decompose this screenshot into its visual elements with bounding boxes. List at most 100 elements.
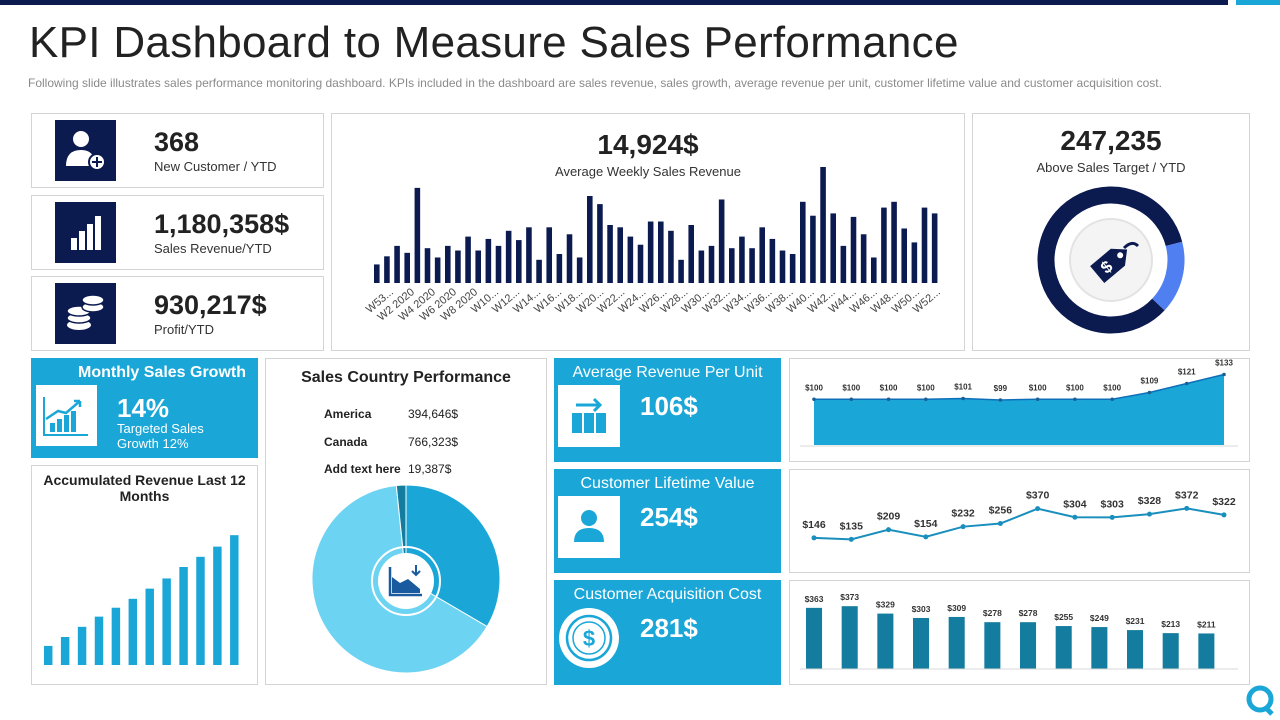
weekly-bar [475, 250, 482, 283]
donut-segment [1037, 186, 1183, 334]
arpu-data-label: $100 [1066, 383, 1084, 392]
weekly-bar [597, 204, 603, 283]
bar-chart-icon [55, 202, 116, 263]
cac-data-label: $303 [912, 604, 931, 614]
arpu-data-label: $100 [1103, 383, 1121, 392]
arpu-data-label: $109 [1141, 377, 1159, 386]
price-tag-icon: $ [1090, 241, 1140, 283]
clv-point [1109, 514, 1115, 520]
new-customer-label: New Customer / YTD [154, 159, 277, 174]
weekly-bar [546, 227, 553, 283]
country-name: America [324, 407, 372, 421]
kpi-card-new-customer: 368 New Customer / YTD [31, 113, 324, 188]
accumulated-bar [213, 546, 222, 665]
weekly-bar [536, 259, 542, 283]
arpu-point [1184, 381, 1189, 386]
weekly-bar [526, 227, 532, 283]
weekly-bar [759, 227, 766, 283]
weekly-bar [424, 248, 431, 283]
accumulated-bar [196, 556, 205, 665]
weekly-bar [434, 257, 441, 283]
cac-bar [984, 622, 1001, 669]
arpu-point [1110, 397, 1114, 402]
weekly-bar [820, 167, 826, 283]
coins-icon [55, 283, 116, 344]
cac-value: 281$ [640, 613, 698, 643]
sales-revenue-value: 1,180,358$ [154, 209, 290, 239]
dollar-coin-icon: $ [558, 607, 620, 669]
accumulated-revenue-chart [44, 535, 239, 665]
weekly-bar [455, 250, 461, 283]
clv-point [811, 535, 817, 541]
cac-data-label: $249 [1090, 613, 1109, 623]
cac-data-label: $278 [1019, 608, 1038, 618]
arpu-line [814, 373, 1225, 401]
monthly-growth-title: Monthly Sales Growth [77, 364, 246, 381]
country-value: 766,323$ [408, 435, 459, 449]
cac-trend-card: $363 $373 $329 $303 $309 $278 $278 $255 $249 $231… [789, 580, 1250, 685]
clv-data-label: $256 [989, 505, 1013, 517]
accumulated-bar [162, 578, 171, 665]
clv-data-label: $232 [951, 508, 975, 520]
kpi-card-profit: 930,217$ Profit/YTD [31, 276, 324, 351]
weekly-bar [891, 201, 897, 283]
growth-chart-icon [36, 385, 97, 446]
weekly-bar [871, 257, 877, 283]
cac-bar [806, 607, 823, 669]
monthly-growth-value: 14% [117, 393, 170, 423]
sales-country-pie [311, 484, 501, 674]
weekly-bar [384, 256, 390, 283]
clv-data-label: $146 [802, 519, 826, 531]
weekly-bar [587, 196, 593, 283]
weekly-bar [800, 201, 806, 283]
clv-point [960, 524, 966, 530]
accumulated-bar [128, 598, 138, 665]
weekly-bar [637, 244, 644, 283]
page-title: KPI Dashboard to Measure Sales Performan… [29, 18, 959, 67]
weekly-bar [495, 245, 502, 283]
weekly-bar [860, 234, 867, 283]
top-accent-bar-right [1236, 0, 1280, 5]
arpu-point [998, 398, 1003, 402]
cac-data-label: $363 [805, 594, 824, 604]
clv-trend-card: $146 $135 $209 $154 $232 $256 $370 $304 $303 $328… [789, 469, 1250, 573]
weekly-bar [576, 257, 583, 283]
svg-text:$: $ [583, 626, 595, 651]
clv-point [1146, 511, 1152, 517]
weekly-sales-value: 14,924$ [597, 129, 699, 160]
accumulated-revenue-title: Accumulated Revenue Last 12 Months [43, 472, 246, 504]
weekly-sales-label: Average Weekly Sales Revenue [555, 164, 741, 179]
clv-trend-chart: $146 $135 $209 $154 $232 $256 $370 $304 $303 $328… [802, 489, 1236, 542]
country-value: 19,387$ [408, 462, 452, 476]
arpu-data-label: $100 [805, 383, 823, 392]
cac-trend-chart: $363 $373 $329 $303 $309 $278 $278 $255 $249 $231… [800, 592, 1238, 670]
clv-point [997, 521, 1003, 527]
clv-line [813, 507, 1225, 541]
weekly-bar [718, 199, 725, 283]
weekly-bar [516, 240, 522, 283]
profit-label: Profit/YTD [154, 322, 214, 337]
weekly-bar [374, 264, 380, 283]
arpu-data-label: $100 [1029, 383, 1047, 392]
arpu-title: Average Revenue Per Unit [572, 364, 763, 381]
clv-point [1184, 505, 1190, 511]
weekly-bar [810, 215, 816, 283]
weekly-bar [830, 213, 837, 283]
new-customer-value: 368 [154, 127, 200, 157]
area-chart-icon [371, 546, 441, 616]
arpu-point [924, 397, 928, 402]
accumulated-bar [179, 567, 188, 665]
weekly-bar [647, 221, 654, 283]
weekly-bar [556, 254, 563, 283]
arpu-point [812, 397, 816, 402]
arpu-data-label: $101 [954, 383, 972, 392]
accumulated-bar [77, 626, 87, 665]
weekly-bar [607, 225, 613, 283]
weekly-bar [850, 216, 857, 283]
cac-data-label: $373 [840, 592, 859, 602]
cac-data-label: $211 [1197, 619, 1216, 629]
clv-data-label: $328 [1138, 495, 1162, 507]
monthly-growth-card: Monthly Sales Growth 14% Targeted Sales … [31, 358, 258, 458]
clv-data-label: $209 [877, 511, 901, 523]
weekly-bar [627, 236, 634, 283]
